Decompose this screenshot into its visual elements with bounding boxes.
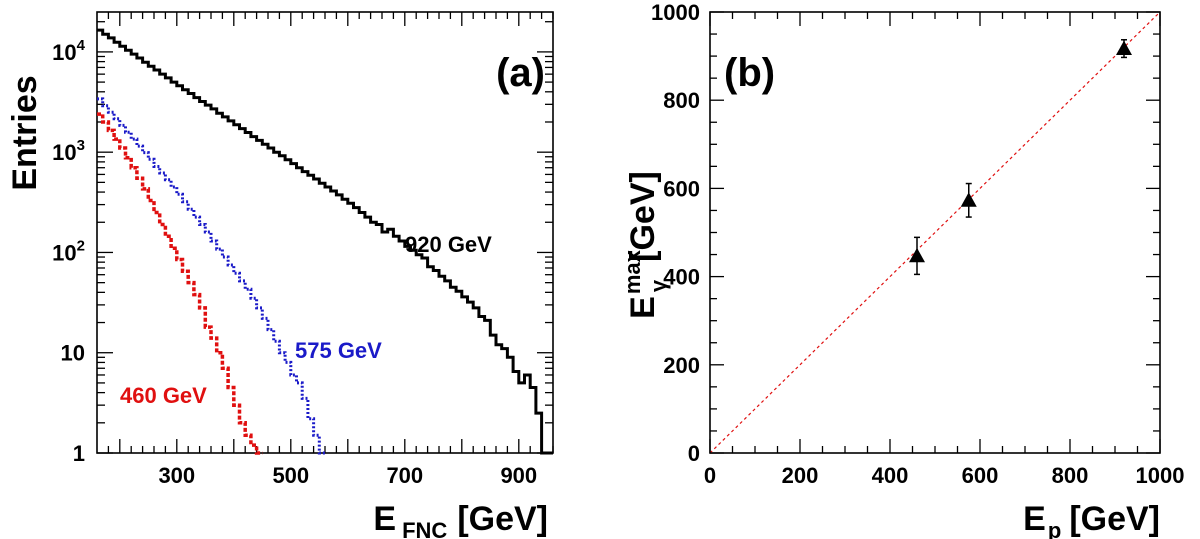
y-tick-label-a: 10 [61, 341, 85, 366]
panel-a-series [97, 28, 553, 455]
x-axis-label-b-main: E [1023, 500, 1046, 538]
y-tick-label-a: 102 [52, 237, 85, 265]
y-axis-label-b-sup: max [620, 249, 645, 294]
y-tick-label-a: 1 [73, 441, 85, 466]
y-axis-label-b-sub: γ [646, 279, 671, 292]
x-tick-label-b: 400 [872, 463, 909, 488]
series-line-460-gev [97, 112, 263, 455]
y-tick-label-a-base: 10 [52, 240, 76, 265]
data-point-triangle [960, 192, 977, 207]
x-axis-label-a-main: E [373, 500, 396, 538]
panel-a-label: (a) [496, 51, 545, 95]
y-tick-label-a-base: 10 [61, 341, 85, 366]
x-axis-label-a-sub: FNC [402, 518, 447, 539]
y-tick-label-b: 600 [663, 176, 700, 201]
y-axis-label-a: Entries [6, 75, 44, 190]
x-tick-label-b: 0 [704, 463, 716, 488]
panel-b-ticks [709, 11, 1161, 454]
y-axis-label-b-main: E [624, 296, 662, 319]
y-tick-label-a-base: 10 [52, 40, 76, 65]
y-axis-label-b: Emaxγ [GeV] [620, 171, 671, 319]
y-tick-label-b: 800 [663, 88, 700, 113]
y-tick-label-a-exp: 4 [77, 37, 86, 54]
reference-diagonal-line [709, 11, 1161, 454]
y-tick-label-a: 104 [52, 37, 85, 65]
data-point-triangle [909, 247, 925, 263]
y-tick-label-b: 0 [688, 441, 700, 466]
x-axis-label-b-unit: [GeV] [1069, 500, 1160, 538]
y-tick-label-b: 200 [663, 353, 700, 378]
y-tick-label-a-base: 10 [52, 140, 76, 165]
panel-b-points [909, 39, 1132, 276]
series-label-920: 920 GeV [405, 232, 492, 257]
x-tick-label-b: 200 [782, 463, 819, 488]
y-tick-label-b: 400 [663, 265, 700, 290]
x-tick-label-b: 1000 [1136, 463, 1185, 488]
series-line-920-gev [97, 28, 553, 455]
y-tick-label-b: 1000 [651, 0, 700, 25]
x-axis-label-b-sub: p [1048, 518, 1061, 539]
y-tick-label-a-base: 1 [73, 441, 85, 466]
x-tick-label-a: 500 [272, 463, 309, 488]
x-tick-label-b: 800 [1052, 463, 1089, 488]
x-tick-label-a: 300 [158, 463, 195, 488]
x-tick-label-b: 600 [962, 463, 999, 488]
series-line-575-gev [97, 97, 325, 455]
data-point-triangle [1116, 40, 1132, 56]
y-tick-label-a-exp: 3 [77, 137, 85, 154]
series-label-575: 575 GeV [295, 338, 382, 363]
y-tick-label-a-exp: 2 [77, 237, 85, 254]
panel-b-label: (b) [724, 51, 775, 95]
panel-b-tick-labels: 0 200 400 600 800 1000 0 200 400 600 800 1000 [651, 0, 1184, 488]
x-tick-label-a: 900 [500, 463, 537, 488]
y-tick-label-a: 103 [52, 137, 85, 165]
x-axis-label-b: Ep [GeV] [1023, 500, 1160, 539]
x-axis-label-a-unit: [GeV] [457, 500, 548, 538]
x-axis-label-a: E FNC [GeV] [373, 500, 548, 539]
x-tick-label-a: 700 [386, 463, 423, 488]
panel-b: 0 200 400 600 800 1000 0 200 400 600 800 1000 (b) E… [620, 0, 1184, 539]
y-axis-label-b-unit: [GeV] [624, 171, 662, 262]
series-label-460: 460 GeV [120, 383, 207, 408]
